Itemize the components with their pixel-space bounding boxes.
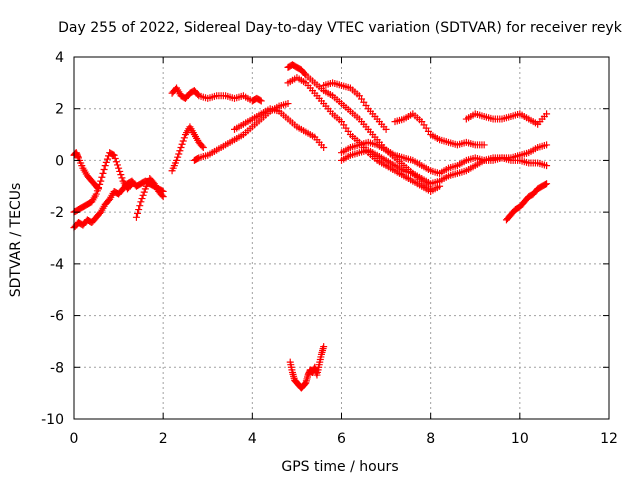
x-tick-label: 4 — [248, 431, 257, 447]
data-point — [103, 155, 111, 163]
series-arc5 — [168, 84, 265, 105]
series-arc17 — [502, 180, 551, 224]
data-point — [137, 198, 145, 206]
x-tick-label: 10 — [511, 431, 529, 447]
data-point — [97, 177, 105, 185]
series-arc3 — [70, 149, 136, 216]
data-point — [382, 125, 390, 133]
data-point — [320, 144, 328, 151]
data-point — [99, 169, 107, 177]
series-arc4 — [132, 175, 167, 221]
data-point — [320, 343, 328, 351]
data-point — [115, 164, 123, 172]
series-arc16 — [462, 110, 551, 128]
data-point — [173, 156, 181, 164]
data-point — [179, 137, 187, 145]
data-point — [159, 193, 167, 201]
data-point — [110, 151, 118, 159]
series-arc13 — [338, 146, 551, 188]
data-point — [98, 173, 106, 181]
data-point — [116, 167, 124, 175]
y-tick-label: -10 — [41, 412, 64, 428]
data-point — [127, 181, 135, 189]
data-point — [175, 150, 183, 158]
data-point — [92, 190, 100, 198]
data-point — [176, 147, 184, 155]
data-point — [541, 180, 549, 188]
data-point — [178, 140, 186, 148]
data-point — [113, 161, 121, 169]
data-point — [543, 162, 551, 170]
y-tick-label: 0 — [55, 153, 64, 169]
series-arc15 — [391, 110, 488, 149]
data-point — [284, 100, 292, 108]
data-point — [480, 141, 488, 149]
x-tick-label: 6 — [337, 431, 346, 447]
data-point — [301, 70, 309, 78]
data-point — [96, 180, 104, 188]
data-point — [194, 154, 202, 162]
data-point — [543, 180, 551, 188]
data-point — [117, 171, 125, 179]
data-point — [138, 195, 146, 203]
data-point — [102, 158, 110, 166]
data-point — [128, 180, 136, 188]
series-arc2 — [70, 149, 103, 193]
data-point — [139, 191, 147, 199]
data-point — [543, 110, 551, 118]
chart-title: Day 255 of 2022, Sidereal Day-to-day VTE… — [58, 20, 623, 36]
series-arc6 — [168, 123, 207, 175]
data-point — [95, 184, 103, 192]
y-tick-label: 4 — [55, 50, 64, 66]
data-point — [134, 209, 142, 217]
data-point — [118, 174, 126, 182]
data-point — [177, 144, 185, 151]
data-point — [199, 144, 207, 151]
data-point — [132, 213, 140, 221]
data-point — [112, 158, 120, 166]
data-points — [70, 61, 551, 392]
y-tick-label: -4 — [50, 257, 64, 273]
series-arc7 — [190, 100, 292, 164]
data-point — [198, 142, 206, 150]
data-point — [111, 154, 119, 162]
x-tick-label: 0 — [70, 431, 79, 447]
x-axis-label: GPS time / hours — [281, 459, 398, 475]
data-point — [93, 187, 101, 195]
series-arc14 — [338, 138, 551, 177]
series-arc8 — [231, 105, 328, 151]
data-point — [135, 206, 143, 214]
series-arc12 — [286, 343, 328, 392]
grid — [74, 57, 609, 419]
data-point — [174, 153, 182, 161]
data-point — [100, 165, 108, 173]
axis-ticks: 0 2 4 6 8 10 12 -10 -8 -6 -4 -2 0 2 4 — [41, 50, 618, 447]
data-point — [158, 191, 166, 199]
series-arc11 — [320, 79, 390, 133]
y-tick-label: -6 — [50, 309, 64, 325]
data-point — [180, 134, 188, 142]
data-point — [140, 188, 148, 196]
data-point — [543, 141, 551, 149]
data-point — [109, 151, 117, 159]
x-tick-label: 8 — [426, 431, 435, 447]
y-axis-label: SDTVAR / TECUs — [8, 183, 24, 298]
data-point — [257, 97, 265, 105]
y-tick-label: -2 — [50, 205, 64, 221]
data-point — [101, 162, 109, 170]
data-point — [136, 202, 144, 210]
x-tick-label: 12 — [600, 431, 618, 447]
data-point — [256, 96, 264, 104]
y-tick-label: 2 — [55, 102, 64, 118]
y-tick-label: -8 — [50, 360, 64, 376]
x-tick-label: 2 — [159, 431, 168, 447]
